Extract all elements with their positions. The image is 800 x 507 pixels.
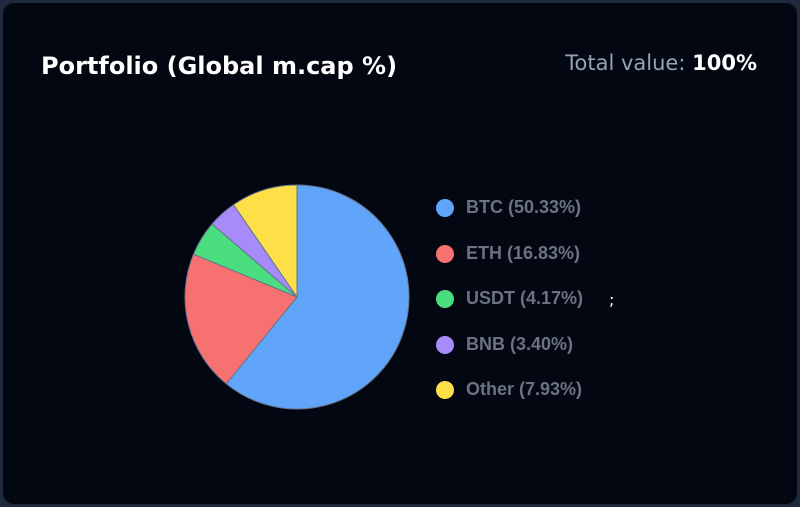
legend-item-btc[interactable]: BTC (50.33%) bbox=[436, 193, 583, 239]
total-value-amount: 100% bbox=[692, 51, 757, 75]
legend-swatch-btc bbox=[436, 199, 454, 217]
legend-swatch-usdt bbox=[436, 290, 454, 308]
legend-item-eth[interactable]: ETH (16.83%) bbox=[436, 239, 583, 285]
stray-semicolon: ; bbox=[609, 290, 615, 309]
pie-slice-other[interactable] bbox=[232, 184, 298, 299]
legend-swatch-bnb bbox=[436, 335, 454, 354]
legend-label-eth: ETH (16.83%) bbox=[466, 242, 581, 263]
chart-legend: BTC (50.33%) ETH (16.83%) USDT (4.17%) BNB … bbox=[436, 193, 583, 421]
legend-item-bnb[interactable]: BNB (3.40%) bbox=[436, 330, 583, 376]
pie-chart bbox=[184, 184, 410, 410]
legend-label-btc: BTC (50.33%) bbox=[466, 197, 582, 217]
pie-slice-btc[interactable] bbox=[225, 184, 410, 410]
legend-swatch-eth bbox=[436, 244, 454, 263]
legend-label-bnb: BNB (3.40%) bbox=[466, 333, 574, 354]
total-value: Total value: 100% bbox=[565, 49, 757, 77]
total-value-label: Total value: bbox=[565, 51, 693, 75]
legend-label-other: Other (7.93%) bbox=[466, 379, 583, 399]
legend-swatch-other bbox=[436, 381, 454, 399]
legend-label-usdt: USDT (4.17%) bbox=[466, 288, 584, 308]
pie-slice-eth[interactable] bbox=[184, 253, 298, 385]
legend-item-usdt[interactable]: USDT (4.17%) bbox=[436, 284, 583, 330]
chart-title: Portfolio (Global m.cap %) bbox=[41, 52, 398, 80]
legend-item-other[interactable]: Other (7.93%) bbox=[436, 375, 583, 421]
